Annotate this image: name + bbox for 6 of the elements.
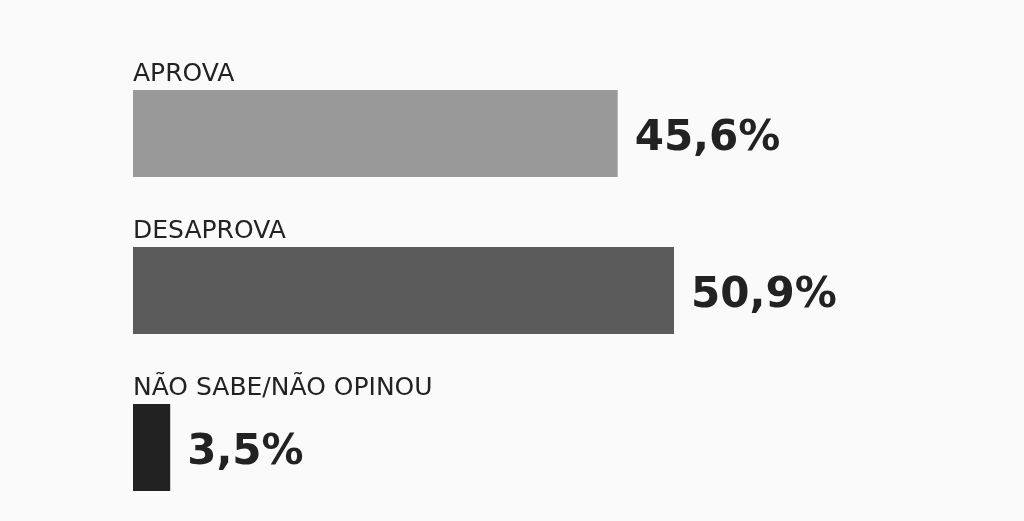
- y-tick-label: APROVA: [133, 58, 235, 87]
- y-tick-label: DESAPROVA: [133, 215, 286, 244]
- data-label: 3,5%: [187, 424, 304, 474]
- y-tick-label: NÃO SABE/NÃO OPINOU: [133, 371, 433, 401]
- data-label: 45,6%: [634, 110, 781, 160]
- data-label: 50,9%: [691, 267, 837, 317]
